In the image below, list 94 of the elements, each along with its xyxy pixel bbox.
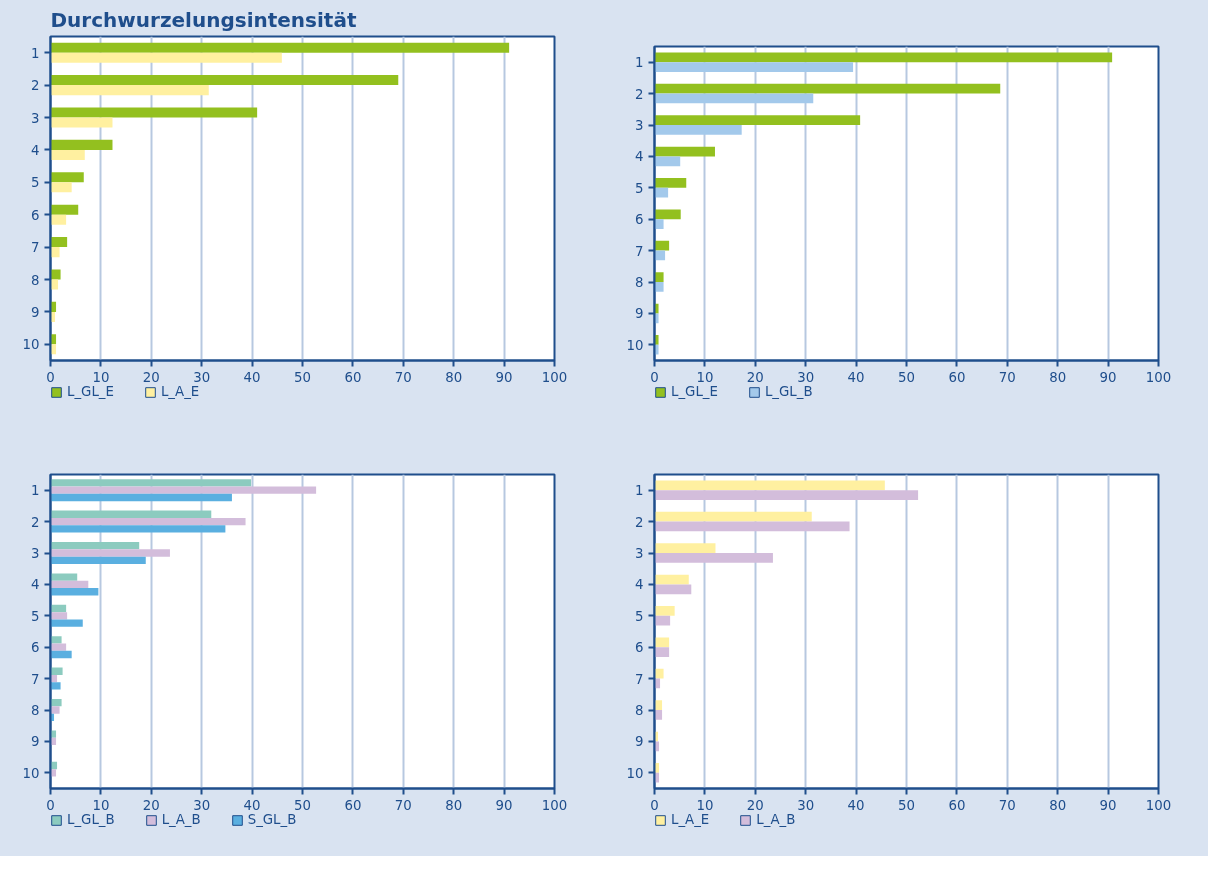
legend-label: L_GL_B [67,812,115,827]
y-tick-label: 4 [31,142,40,158]
y-tick-label: 2 [31,78,40,94]
x-tick-label: 0 [46,369,55,385]
x-tick-label: 30 [193,797,211,813]
x-tick-label: 40 [847,369,865,385]
legend-label: L_A_E [671,812,710,827]
x-tick-label: 90 [495,369,513,385]
y-tick-label: 10 [22,765,40,781]
x-tick-label: 50 [898,369,915,385]
x-tick-label: 10 [696,797,714,813]
y-tick-label: 10 [626,765,644,781]
y-tick-label: 1 [31,483,40,499]
y-tick-label: 8 [31,272,40,288]
x-tick-label: 10 [92,369,110,385]
x-tick-label: 10 [92,797,110,813]
y-tick-label: 8 [31,703,40,718]
legend-label: L_GL_E [671,384,718,399]
x-tick-label: 70 [998,369,1016,385]
y-tick-label: 1 [635,483,644,499]
x-tick-label: 20 [746,797,764,813]
y-tick-label: 4 [635,577,644,593]
y-tick-label: 9 [31,734,40,750]
x-tick-label: 40 [243,797,261,813]
x-tick-label: 80 [1049,797,1067,813]
y-tick-label: 7 [31,671,40,687]
legend-label: L_GL_B [764,384,813,399]
y-tick-label: 6 [635,640,644,656]
x-tick-label: 40 [847,797,865,813]
x-tick-label: 30 [797,797,815,813]
x-tick-label: 50 [898,797,915,813]
y-tick-label: 4 [635,149,644,165]
y-tick-label: 5 [31,175,40,191]
x-tick-label: 60 [948,797,966,813]
legend-label: L_A_E [160,384,200,399]
x-tick-label: 20 [142,797,160,813]
y-tick-label: 3 [635,546,644,561]
y-tick-label: 9 [31,304,40,320]
legend-label: L_A_B [756,812,796,827]
y-tick-label: 2 [635,514,644,530]
y-tick-label: 10 [22,337,40,353]
x-tick-label: 20 [142,369,160,385]
x-tick-label: 20 [746,369,764,385]
x-tick-label: 50 [294,369,311,385]
y-tick-label: 5 [635,608,644,624]
x-tick-label: 80 [1049,369,1067,385]
y-tick-label: 9 [635,306,644,322]
x-tick-label: 0 [46,797,55,813]
x-tick-label: 80 [445,369,463,385]
x-tick-label: 70 [394,797,412,813]
x-tick-label: 100 [1145,797,1172,813]
x-tick-label: 10 [696,369,714,385]
x-tick-label: 0 [650,797,659,813]
x-tick-label: 60 [344,369,362,385]
x-tick-label: 30 [193,369,211,385]
y-tick-label: 3 [635,118,644,133]
x-tick-label: 70 [998,797,1016,813]
x-tick-label: 40 [243,369,261,385]
x-tick-label: 100 [541,369,568,385]
y-tick-label: 2 [31,514,40,530]
x-tick-label: 50 [294,797,311,813]
x-tick-label: 60 [948,369,966,385]
x-tick-label: 100 [1145,369,1172,385]
chart-title: Durchwurzelungsintensität [50,7,357,32]
y-tick-label: 1 [635,55,644,71]
y-tick-label: 8 [635,703,644,718]
legend-label: L_A_B [161,812,201,827]
y-tick-label: 5 [31,608,40,624]
x-tick-label: 0 [650,369,659,385]
y-tick-label: 4 [31,577,40,593]
x-tick-label: 90 [1099,369,1117,385]
y-tick-label: 10 [626,337,644,353]
y-tick-label: 7 [635,671,644,687]
x-tick-label: 100 [541,797,568,813]
legend-label: S_GL_B [247,812,297,827]
y-tick-label: 6 [635,212,644,228]
y-tick-label: 7 [31,240,40,256]
x-tick-label: 70 [394,369,412,385]
y-tick-label: 7 [635,243,644,259]
legend-label: L_GL_E [67,384,114,399]
x-tick-label: 80 [445,797,463,813]
x-tick-label: 30 [797,369,815,385]
x-tick-label: 60 [344,797,362,813]
x-tick-label: 90 [495,797,513,813]
y-tick-label: 8 [635,275,644,290]
y-tick-label: 3 [31,110,40,126]
y-tick-label: 6 [31,640,40,656]
y-tick-label: 5 [635,180,644,196]
y-tick-label: 6 [31,207,40,223]
y-tick-label: 3 [31,546,40,561]
x-tick-label: 90 [1099,797,1117,813]
y-tick-label: 1 [31,45,40,61]
y-tick-label: 2 [635,86,644,102]
y-tick-label: 9 [635,734,644,750]
